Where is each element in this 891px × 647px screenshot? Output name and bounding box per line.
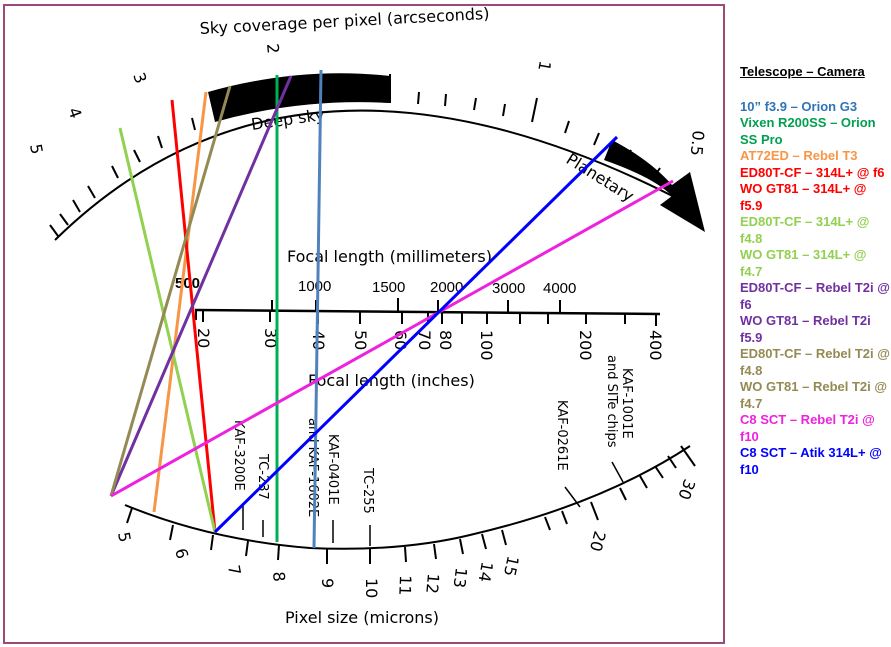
top-tick-label: 2 xyxy=(263,43,283,55)
inch-tick-label: 200 xyxy=(576,330,595,361)
legend-item: C8 SCT – Atik 314L+ @ f10 xyxy=(740,445,882,477)
legend-item: ED80T-CF – 314L+ @ f4.8 xyxy=(740,214,870,246)
pixel-tick-label: 7 xyxy=(224,563,244,576)
inch-tick-label: 80 xyxy=(436,330,455,350)
legend-title: Telescope – Camera xyxy=(740,64,865,79)
legend-items: 10” f3.9 – Orion G3 Vixen R200SS – Orion … xyxy=(740,99,890,479)
sensor-label: and SITe chips xyxy=(604,355,619,448)
mm-tick-label: 4000 xyxy=(543,280,576,297)
inch-tick-label: 30 xyxy=(261,328,280,348)
mm-tick-label: 2000 xyxy=(430,279,463,296)
sensor-label: KAF-1001E xyxy=(619,368,634,439)
sensor-arrows xyxy=(242,461,624,546)
pixel-tick-label: 6 xyxy=(171,546,192,561)
mm-tick-label: 3000 xyxy=(492,280,525,297)
legend-item: C8 SCT – Rebel T2i @ f10 xyxy=(740,412,875,444)
pixel-tick-label: 9 xyxy=(318,578,337,588)
pixel-tick-label: 5 xyxy=(114,530,134,543)
focal-inch-tick-labels: 20 30 40 50 60 70 80 100 200 400 xyxy=(194,328,665,361)
legend-item: WO GT81 – Rebel T2i f5.9 xyxy=(740,313,871,345)
line-c8-314l xyxy=(213,135,619,534)
pixel-tick-label: 15 xyxy=(500,554,523,578)
sensor-label: TC-237 xyxy=(255,453,270,500)
pixel-tick-label: 8 xyxy=(269,571,289,583)
legend-item: ED80T-CF – Rebel T2i @ f4.8 xyxy=(740,346,890,378)
sky-coverage-title: Sky coverage per pixel (arcseconds) xyxy=(199,4,490,38)
pixel-tick-label: 11 xyxy=(395,575,415,596)
pixel-tick-label: 20 xyxy=(586,529,610,554)
top-tick-label: 0.5 xyxy=(687,130,708,157)
legend-item: WO GT81 – Rebel T2i @ f4.7 xyxy=(740,379,888,411)
top-tick-label: 5 xyxy=(26,142,46,155)
diagram-frame xyxy=(3,4,725,644)
line-c8-t2i xyxy=(110,179,674,498)
inch-tick-label: 20 xyxy=(194,328,213,348)
sky-coverage-arc xyxy=(54,109,691,241)
sensor-label: KAF-0401E xyxy=(325,434,340,505)
mm-tick-label: 1000 xyxy=(298,278,331,295)
line-orion-g3 xyxy=(312,69,323,549)
legend-item: ED80T-CF – Rebel T2i @ f6 xyxy=(740,280,890,312)
pixel-tick-labels: 5 6 7 8 9 10 11 12 13 14 15 20 30 xyxy=(114,477,699,599)
sensor-label: TC-255 xyxy=(360,467,375,514)
pixel-ticks xyxy=(126,445,696,564)
line-314l-f6 xyxy=(170,99,217,533)
inch-tick-label: 70 xyxy=(415,330,434,350)
legend-item: WO GT81 – 314L+ @ f4.7 xyxy=(740,247,867,279)
pixel-tick-label: 14 xyxy=(475,560,497,583)
pixel-tick-label: 13 xyxy=(450,567,471,590)
top-tick-label: 1 xyxy=(534,59,554,72)
legend-item: AT72ED – Rebel T3 xyxy=(740,148,858,163)
line-314l-f4-8 xyxy=(118,127,217,533)
pixel-size-title: Pixel size (microns) xyxy=(285,608,439,627)
sensor-label: KAF-0261E xyxy=(554,400,569,471)
mm-tick-label: 500 xyxy=(175,275,200,292)
legend-item: ED80T-CF – 314L+ @ f6 xyxy=(740,164,885,180)
legend-item: 10” f3.9 – Orion G3 xyxy=(740,98,858,114)
focal-mm-title: Focal length (millimeters) xyxy=(287,247,492,266)
line-t2i-f6 xyxy=(109,75,293,497)
line-at72ed-t3 xyxy=(152,91,208,513)
pixel-tick-label: 12 xyxy=(422,573,443,595)
planetary-arrow xyxy=(604,140,705,232)
inch-tick-label: 400 xyxy=(646,330,665,361)
focal-inch-title: Focal length (inches) xyxy=(308,371,475,390)
focal-mm-tick-labels: 500 1000 1500 2000 3000 4000 xyxy=(175,275,576,297)
pixel-tick-label: 30 xyxy=(674,477,699,503)
line-t2i-f4-8 xyxy=(109,85,232,497)
pixel-tick-label: 10 xyxy=(362,578,381,598)
legend-item: WO GT81 – 314L+ @ f5.9 xyxy=(740,181,867,213)
inch-tick-label: 50 xyxy=(351,330,370,350)
top-tick-label: 4 xyxy=(64,105,85,121)
top-tick-label: 3 xyxy=(129,70,150,86)
inch-tick-label: 100 xyxy=(477,330,496,361)
pixel-size-arc xyxy=(124,445,691,550)
nomograph: Sky coverage per pixel (arcseconds) 5 4 … xyxy=(26,4,708,627)
legend-item: Vixen R200SS – Orion SS Pro xyxy=(740,115,876,147)
setup-lines xyxy=(109,69,674,549)
mm-tick-label: 1500 xyxy=(372,279,405,296)
sensor-label: KAF-3200E xyxy=(231,420,246,491)
legend: Telescope – Camera 10” f3.9 – Orion G3 Vi… xyxy=(740,64,890,478)
